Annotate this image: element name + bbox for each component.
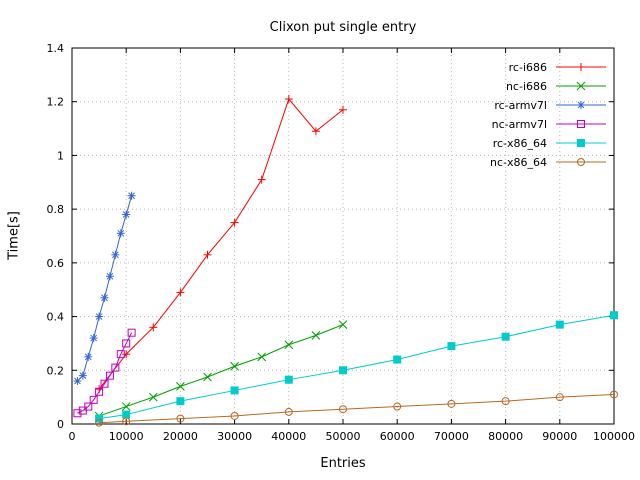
chart-title: Clixon put single entry — [269, 20, 417, 35]
legend-item-rc-i686: rc-i686 — [509, 61, 606, 74]
legend-label: rc-i686 — [509, 61, 547, 74]
tick-label: 0 — [57, 418, 64, 431]
tick-label: 0.6 — [47, 257, 65, 270]
legend-item-nc-armv7l: nc-armv7l — [492, 118, 606, 131]
series-nc-armv7l — [73, 328, 136, 418]
legend-item-rc-x86_64: rc-x86_64 — [493, 137, 606, 150]
tick-label: 20000 — [163, 430, 198, 443]
axes: 0 10000 20000 30000 40000 50000 60000 70000 8000… — [47, 42, 636, 443]
legend-item-nc-i686: nc-i686 — [506, 80, 606, 93]
tick-label: 70000 — [434, 430, 469, 443]
series-group — [73, 95, 618, 427]
tick-label: 60000 — [380, 430, 415, 443]
tick-label: 100000 — [593, 430, 635, 443]
tick-label: 80000 — [488, 430, 523, 443]
tick-label: 40000 — [271, 430, 306, 443]
tick-label: 0.8 — [47, 203, 65, 216]
tick-label: 0.2 — [47, 364, 65, 377]
tick-label: 30000 — [217, 430, 252, 443]
legend-label: nc-x86_64 — [490, 156, 547, 169]
tick-label: 50000 — [326, 430, 361, 443]
x-axis-label: Entries — [320, 456, 366, 471]
tick-label: 90000 — [542, 430, 577, 443]
series-rc-x86_64 — [95, 311, 618, 423]
series-rc-i686 — [95, 95, 347, 394]
legend: rc-i686 nc-i686 rc-armv7l nc-armv7l rc-x86_6… — [490, 61, 606, 169]
legend-label: rc-armv7l — [494, 99, 547, 112]
tick-label: 0.4 — [47, 311, 65, 324]
legend-label: nc-armv7l — [492, 118, 547, 131]
legend-item-nc-x86_64: nc-x86_64 — [490, 156, 606, 169]
tick-label: 10000 — [109, 430, 144, 443]
series-nc-i686 — [94, 320, 348, 421]
tick-label: 1.2 — [47, 96, 65, 109]
legend-label: nc-i686 — [506, 80, 547, 93]
tick-label: 1.4 — [47, 42, 65, 55]
series-rc-armv7l — [73, 191, 136, 386]
legend-item-rc-armv7l: rc-armv7l — [494, 99, 606, 112]
tick-label: 0 — [69, 430, 76, 443]
legend-label: rc-x86_64 — [493, 137, 547, 150]
y-axis-label: Time[s] — [6, 211, 22, 260]
series-nc-x86_64 — [95, 390, 618, 427]
tick-label: 1 — [57, 149, 64, 162]
